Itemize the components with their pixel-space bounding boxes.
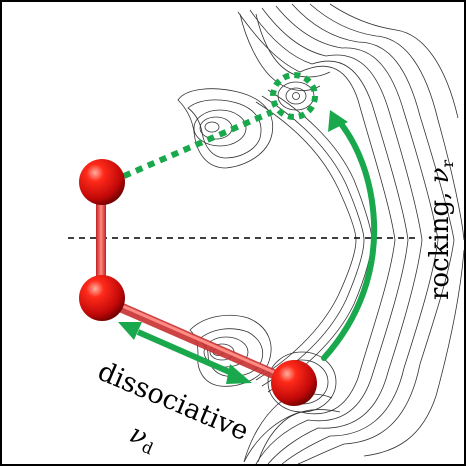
bond-diagonal: [99, 295, 299, 388]
rocking-arrow: [321, 117, 378, 361]
svg-text:νd: νd: [124, 419, 160, 459]
rocking-label-text: rocking,: [425, 183, 455, 300]
contour-line: [197, 328, 264, 377]
contour-line: [275, 5, 439, 465]
contour-line: [267, 89, 373, 393]
dissociative-arrow-shaft: [136, 329, 236, 377]
svg-text:rocking, νr: rocking, νr: [425, 160, 457, 300]
rocking-arrow-head: [328, 110, 348, 132]
contour-line: [267, 351, 337, 413]
contour-line: [329, 3, 459, 119]
contour-line: [261, 7, 423, 465]
rocking-label-subscript: r: [438, 160, 457, 168]
contour-line: [255, 13, 331, 78]
bond-vertical: [96, 186, 106, 292]
contour-line: [255, 101, 357, 381]
contour-line: [193, 109, 247, 147]
contour-line: [237, 11, 396, 463]
contour-line: [277, 81, 315, 111]
contour-line: [204, 121, 220, 133]
contour-line: [363, 249, 465, 457]
rocking-label-symbol: ν: [425, 167, 455, 183]
contour-line: [177, 88, 274, 169]
atom-middle: [79, 275, 125, 321]
displaced-atom-dotted: [270, 72, 318, 120]
atom-bottom: [271, 360, 317, 406]
contour-line: [291, 3, 455, 465]
contour-line: [285, 87, 307, 105]
contour-line: [203, 336, 249, 368]
potential-contour-map: [177, 3, 465, 465]
contour-line: [292, 92, 300, 100]
rocking-label: rocking, νr: [425, 160, 457, 300]
atom-top: [79, 159, 125, 205]
contour-line: [189, 314, 272, 387]
dissociative-arrow-head-right: [226, 364, 252, 384]
contour-line: [261, 95, 365, 387]
contour-line: [239, 13, 321, 91]
contour-line: [257, 409, 341, 463]
contour-line: [187, 99, 262, 159]
contour-line: [249, 9, 409, 465]
contour-line: [309, 3, 465, 241]
dissociative-symbol-label: νd: [124, 419, 160, 459]
bond-diagonal-highlight: [102, 296, 296, 383]
contour-line: [243, 393, 333, 463]
displaced-bond-dotted: [122, 109, 274, 179]
dissociative-arrow-head-left: [118, 322, 142, 340]
